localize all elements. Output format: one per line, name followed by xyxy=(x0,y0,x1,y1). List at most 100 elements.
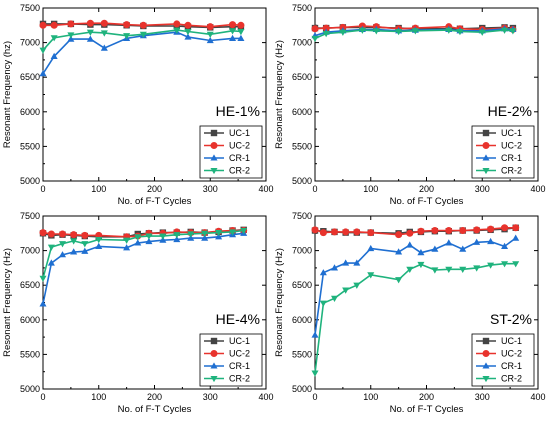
data-point-cr-1 xyxy=(473,238,481,245)
legend-label: CR-1 xyxy=(501,361,522,371)
data-point-uc-2 xyxy=(47,230,55,238)
x-tick-label: 0 xyxy=(40,392,45,402)
x-tick-label: 300 xyxy=(475,392,490,402)
data-point-uc-2 xyxy=(86,19,94,27)
data-point-cr-2 xyxy=(509,28,517,35)
x-tick-label: 200 xyxy=(147,392,162,402)
data-point-uc-2 xyxy=(50,21,58,29)
data-point-uc-2 xyxy=(319,229,327,237)
series-line-cr-2 xyxy=(42,229,244,279)
data-point-uc-2 xyxy=(473,226,481,234)
y-tick-label: 5000 xyxy=(20,176,40,186)
x-axis-title: No. of F-T Cycles xyxy=(118,196,192,207)
data-point-cr-1 xyxy=(206,36,214,44)
data-point-uc-2 xyxy=(173,20,181,28)
data-point-cr-2 xyxy=(58,241,67,248)
legend-label: CR-1 xyxy=(501,153,522,163)
legend-swatch-marker xyxy=(482,337,490,345)
legend-swatch-marker xyxy=(482,350,490,357)
data-point-cr-2 xyxy=(123,237,131,244)
data-point-uc-2 xyxy=(39,21,47,29)
data-point-cr-1 xyxy=(134,239,142,246)
legend: UC-1 UC-2 CR-1 CR-2 xyxy=(199,333,263,387)
legend-label: CR-1 xyxy=(229,153,250,163)
y-tick-label: 5500 xyxy=(292,141,312,151)
x-axis-title: No. of F-T Cycles xyxy=(118,404,192,415)
legend-label: UC-1 xyxy=(229,128,250,138)
data-point-cr-2 xyxy=(358,27,366,34)
y-tick-label: 6500 xyxy=(20,280,40,290)
data-point-cr-2 xyxy=(478,29,486,36)
legend-box xyxy=(199,125,263,179)
y-tick-label: 5000 xyxy=(20,384,40,394)
data-point-cr-1 xyxy=(201,234,209,241)
data-point-uc-2 xyxy=(311,25,319,33)
data-point-uc-2 xyxy=(184,21,192,29)
data-point-cr-1 xyxy=(342,259,350,266)
data-point-cr-1 xyxy=(311,331,319,338)
legend: UC-1 UC-2 CR-1 CR-2 xyxy=(199,125,263,179)
data-point-cr-2 xyxy=(311,35,319,43)
data-point-uc-2 xyxy=(39,229,47,237)
data-point-cr-2 xyxy=(473,265,481,272)
data-point-uc-2 xyxy=(367,229,375,237)
data-point-cr-2 xyxy=(395,277,403,284)
data-point-uc-2 xyxy=(342,228,350,236)
data-point-uc-2 xyxy=(459,227,467,235)
data-point-uc-2 xyxy=(59,230,67,238)
x-tick-label: 0 xyxy=(312,184,317,194)
legend-swatch-marker xyxy=(210,129,218,137)
data-point-cr-2 xyxy=(145,233,153,240)
panel-label: HE-4% xyxy=(216,311,260,327)
legend-label: UC-1 xyxy=(501,128,522,138)
data-point-cr-2 xyxy=(417,261,425,269)
data-point-cr-2 xyxy=(39,275,47,282)
data-point-uc-2 xyxy=(206,23,214,31)
data-point-uc-2 xyxy=(67,20,75,28)
data-point-uc-2 xyxy=(501,224,509,232)
data-point-cr-1 xyxy=(512,234,520,241)
data-point-cr-1 xyxy=(501,242,509,250)
data-point-cr-2 xyxy=(406,266,414,273)
y-tick-label: 7000 xyxy=(292,38,312,48)
data-point-cr-1 xyxy=(123,244,131,251)
data-point-cr-1 xyxy=(319,269,327,276)
legend-swatch-marker xyxy=(482,142,490,149)
chart-panel-4: 0 100 200 300 400 5000 5500 6000 6500 7000 7500 No.… xyxy=(274,211,546,415)
legend-swatch-marker xyxy=(210,167,218,175)
data-point-cr-2 xyxy=(322,31,330,38)
data-point-cr-1 xyxy=(353,259,361,266)
x-tick-label: 200 xyxy=(419,392,434,402)
data-point-cr-2 xyxy=(134,234,142,241)
legend: UC-1 UC-2 CR-1 CR-2 xyxy=(471,125,535,179)
series-line-cr-2 xyxy=(42,29,241,51)
y-tick-label: 7000 xyxy=(292,246,312,256)
x-tick-label: 400 xyxy=(258,184,273,194)
y-tick-label: 7000 xyxy=(20,246,40,256)
data-point-cr-2 xyxy=(139,31,147,38)
data-point-cr-2 xyxy=(330,295,339,303)
data-point-cr-2 xyxy=(512,261,520,268)
data-point-cr-2 xyxy=(240,227,248,235)
data-point-uc-2 xyxy=(487,225,495,233)
legend-box xyxy=(471,125,535,179)
legend-box xyxy=(199,333,263,387)
x-tick-label: 400 xyxy=(258,392,273,402)
series-line-cr-1 xyxy=(42,232,244,305)
y-tick-label: 7000 xyxy=(20,38,40,48)
data-point-cr-2 xyxy=(411,28,419,35)
y-tick-label: 6000 xyxy=(292,107,312,117)
data-point-cr-1 xyxy=(330,264,339,271)
legend-label: UC-1 xyxy=(229,336,250,346)
panel-label: ST-2% xyxy=(490,311,532,327)
x-tick-label: 0 xyxy=(312,392,317,402)
data-point-cr-2 xyxy=(342,287,350,294)
data-point-uc-2 xyxy=(70,231,78,239)
data-point-uc-2 xyxy=(353,228,361,236)
data-point-cr-2 xyxy=(95,236,103,244)
data-point-cr-2 xyxy=(50,35,58,42)
x-axis-title: No. of F-T Cycles xyxy=(390,196,464,207)
data-point-uc-2 xyxy=(311,226,319,234)
data-point-cr-2 xyxy=(311,370,319,377)
